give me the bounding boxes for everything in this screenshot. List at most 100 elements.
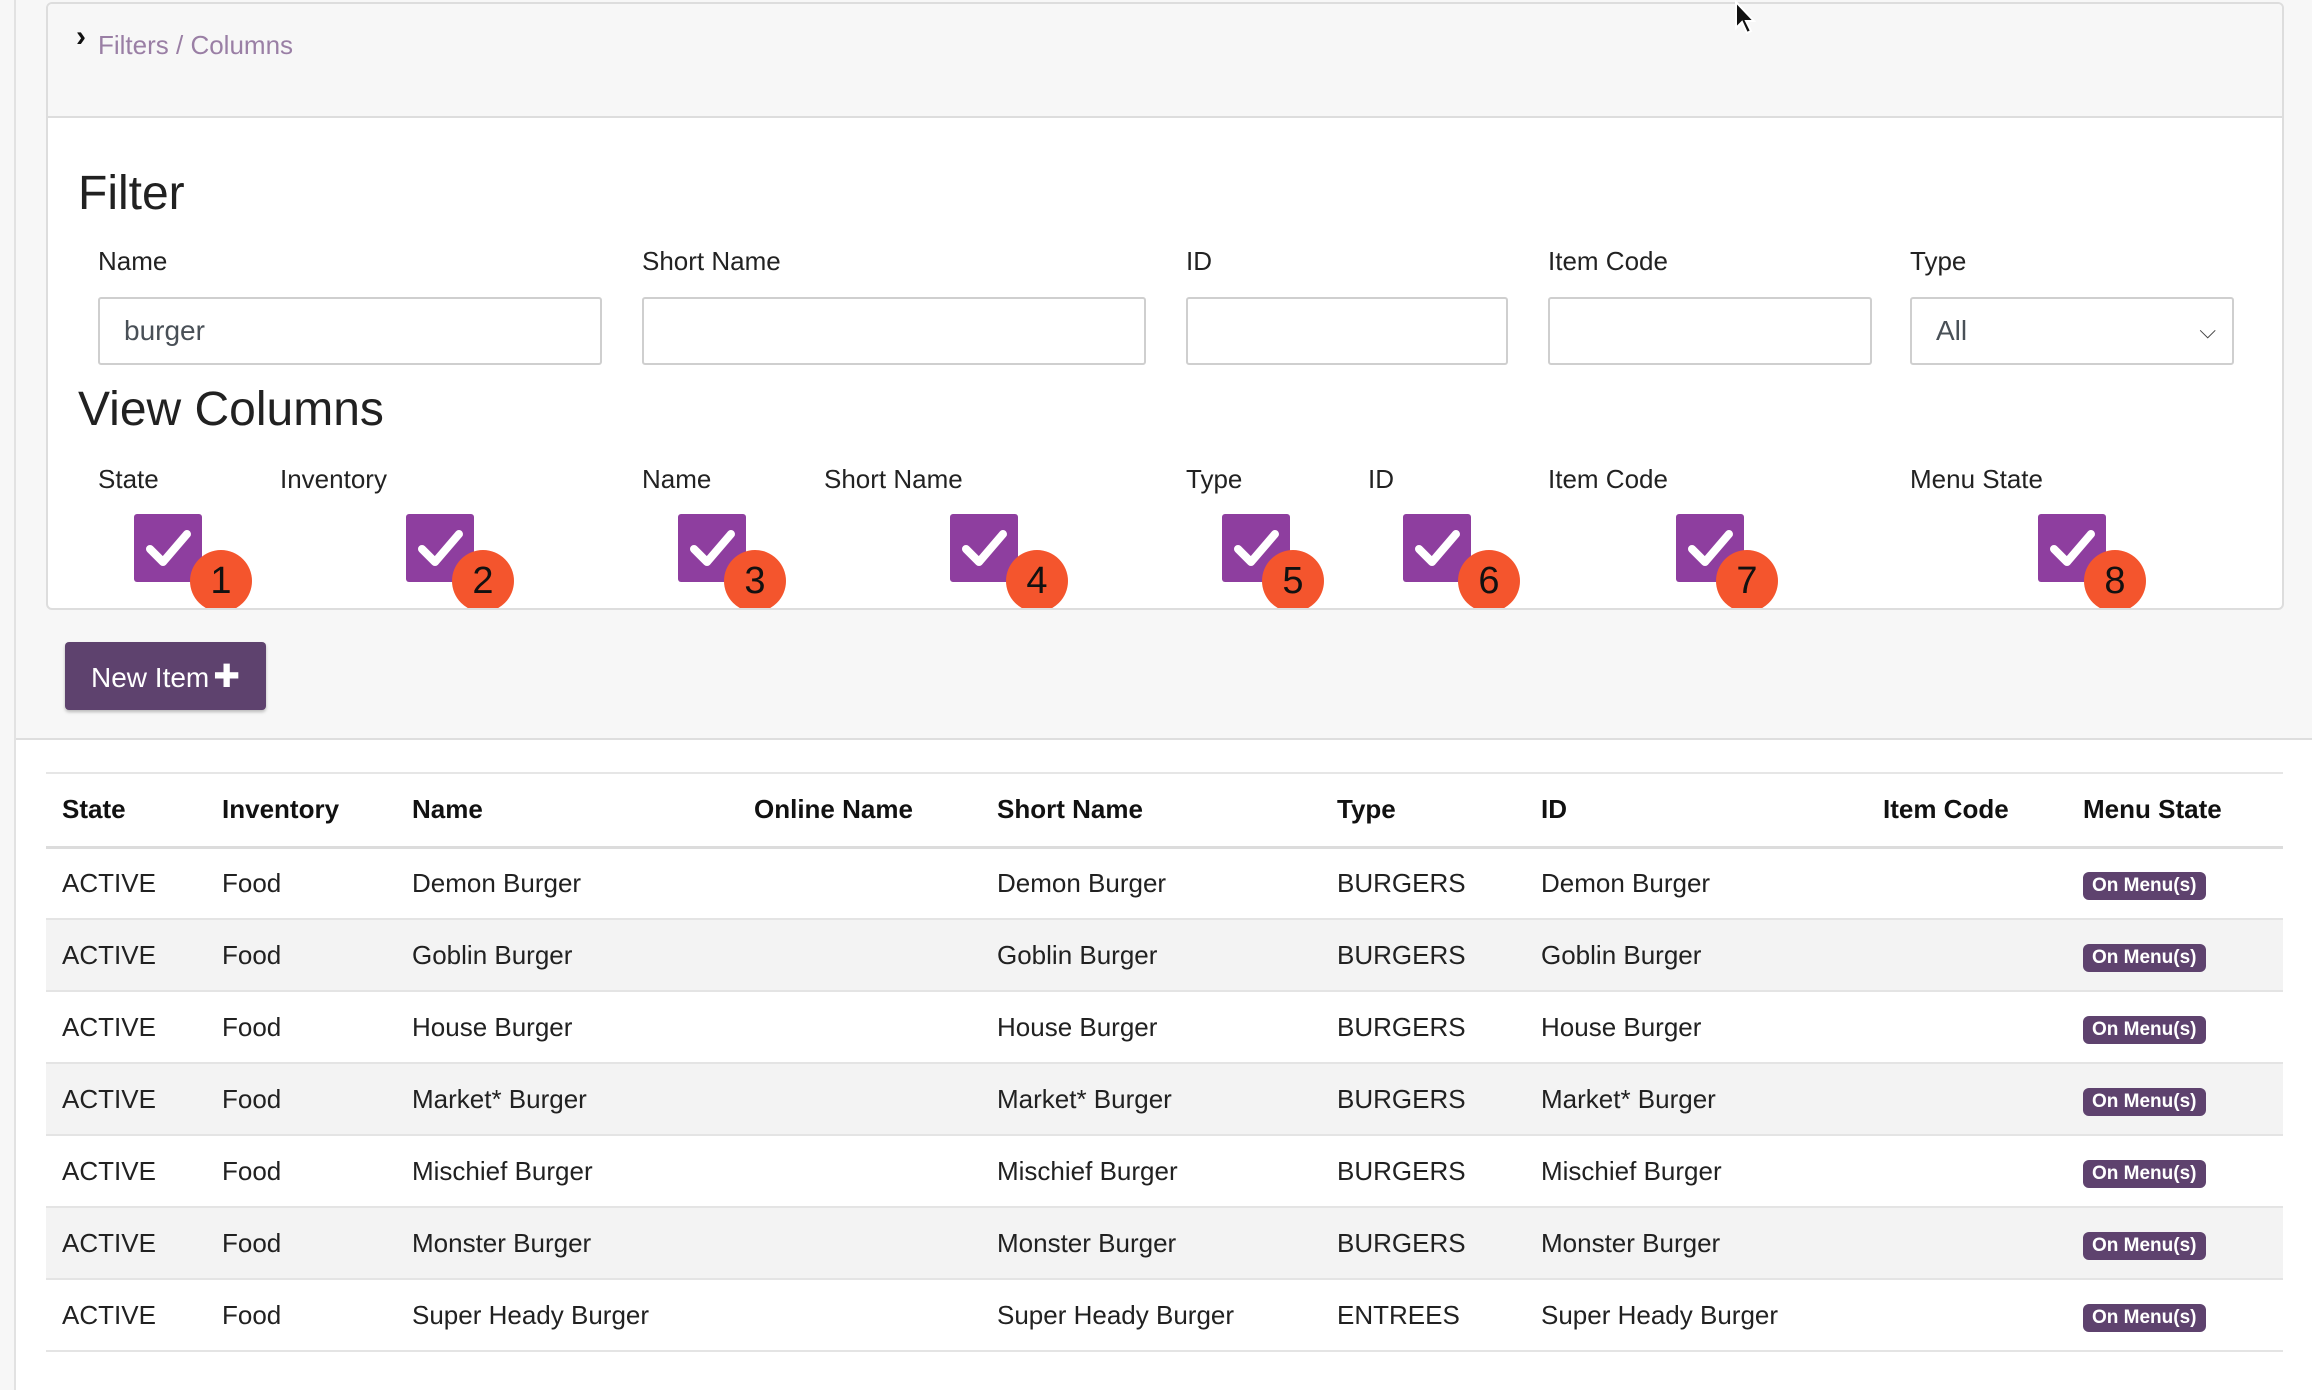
short-name-filter-label: Short Name — [642, 246, 781, 276]
filters-card-header[interactable]: › Filters / Columns — [48, 4, 2282, 118]
cell-id: Market* Burger — [1541, 1083, 1716, 1114]
menu-state-badge: On Menu(s) — [2083, 1087, 2206, 1116]
column-toggle-label-state: State — [98, 464, 159, 494]
cell-menu-state: On Menu(s) — [2067, 991, 2283, 1063]
column-toggle-label-inventory: Inventory — [280, 464, 387, 494]
cell-state: ACTIVE — [62, 867, 156, 898]
checkmark-icon — [1415, 530, 1460, 566]
table-row[interactable]: ACTIVE Food House Burger House Burger BU… — [46, 991, 2283, 1063]
cell-id: Demon Burger — [1541, 867, 1711, 898]
cell-name[interactable]: Monster Burger — [412, 1227, 592, 1258]
column-header-id[interactable]: ID — [1541, 794, 1567, 825]
cell-item-code — [1867, 1207, 2067, 1279]
cell-id: Mischief Burger — [1541, 1155, 1722, 1186]
table-row[interactable]: ACTIVE Food Demon Burger Demon Burger BU… — [46, 847, 2283, 919]
cell-short-name: Market* Burger — [997, 1083, 1172, 1114]
column-toggle-label-id: ID — [1368, 464, 1394, 494]
cell-online-name — [738, 991, 981, 1063]
cell-short-name: Goblin Burger — [997, 939, 1158, 970]
cell-name[interactable]: House Burger — [412, 1011, 573, 1042]
column-header-short-name[interactable]: Short Name — [997, 794, 1143, 825]
mouse-cursor-icon — [1735, 0, 1757, 35]
checkmark-icon — [418, 530, 463, 566]
cell-name[interactable]: Super Heady Burger — [412, 1299, 650, 1330]
cell-short-name: Monster Burger — [997, 1227, 1177, 1258]
column-header-online-name[interactable]: Online Name — [754, 794, 913, 825]
item-code-filter-input[interactable] — [1548, 297, 1872, 365]
menu-state-badge: On Menu(s) — [2083, 1159, 2206, 1188]
new-item-label: New Item — [91, 662, 210, 693]
table-row[interactable]: ACTIVE Food Goblin Burger Goblin Burger … — [46, 919, 2283, 991]
items-table: State Inventory Name Online Name Short N… — [46, 772, 2283, 1352]
column-header-menu-state[interactable]: Menu State — [2083, 794, 2222, 825]
cell-inventory: Food — [222, 1227, 282, 1258]
name-filter-input[interactable]: burger — [98, 297, 602, 365]
cell-name[interactable]: Demon Burger — [412, 867, 582, 898]
column-header-state[interactable]: State — [62, 794, 126, 825]
cell-type: BURGERS — [1337, 1155, 1466, 1186]
short-name-filter-input[interactable] — [642, 297, 1146, 365]
cell-menu-state: On Menu(s) — [2067, 1135, 2283, 1207]
checkmark-icon — [1688, 530, 1733, 566]
cell-online-name — [738, 847, 981, 919]
cell-short-name: Demon Burger — [997, 867, 1167, 898]
cell-inventory: Food — [222, 1299, 282, 1330]
column-header-type[interactable]: Type — [1337, 794, 1396, 825]
type-filter-select[interactable]: All ⌵ — [1910, 297, 2234, 365]
section-divider — [16, 738, 2312, 740]
table-row[interactable]: ACTIVE Food Mischief Burger Mischief Bur… — [46, 1135, 2283, 1207]
table-row[interactable]: ACTIVE Food Super Heady Burger Super Hea… — [46, 1279, 2283, 1351]
menu-state-badge: On Menu(s) — [2083, 1303, 2206, 1332]
cell-online-name — [738, 919, 981, 991]
cell-state: ACTIVE — [62, 939, 156, 970]
cell-online-name — [738, 1279, 981, 1351]
cell-item-code — [1867, 991, 2067, 1063]
cell-type: BURGERS — [1337, 867, 1466, 898]
column-header-inventory[interactable]: Inventory — [222, 794, 340, 825]
cell-item-code — [1867, 1063, 2067, 1135]
menu-state-badge: On Menu(s) — [2083, 871, 2206, 900]
column-toggle-label-short-name: Short Name — [824, 464, 963, 494]
table-row[interactable]: ACTIVE Food Market* Burger Market* Burge… — [46, 1063, 2283, 1135]
cell-online-name — [738, 1207, 981, 1279]
column-checkbox-short-name[interactable] — [950, 514, 1018, 582]
checkmark-icon — [1234, 530, 1279, 566]
cell-type: BURGERS — [1337, 1083, 1466, 1114]
item-code-filter-label: Item Code — [1548, 246, 1668, 276]
cell-id: House Burger — [1541, 1011, 1702, 1042]
chevron-right-icon[interactable]: › — [76, 20, 86, 53]
cell-type: BURGERS — [1337, 1227, 1466, 1258]
cell-inventory: Food — [222, 939, 282, 970]
cell-type: BURGERS — [1337, 1011, 1466, 1042]
annotation-marker: 7 — [1716, 550, 1778, 608]
annotation-marker: 5 — [1262, 550, 1324, 608]
cell-name[interactable]: Market* Burger — [412, 1083, 587, 1114]
cell-name[interactable]: Mischief Burger — [412, 1155, 593, 1186]
cell-state: ACTIVE — [62, 1083, 156, 1114]
table-row[interactable]: ACTIVE Food Monster Burger Monster Burge… — [46, 1207, 2283, 1279]
cell-short-name: House Burger — [997, 1011, 1158, 1042]
new-item-button[interactable]: New Item ✚ — [65, 642, 266, 710]
chevron-down-icon: ⌵ — [2199, 318, 2216, 343]
id-filter-input[interactable] — [1186, 297, 1508, 365]
column-header-item-code[interactable]: Item Code — [1883, 794, 2009, 825]
cell-id: Super Heady Burger — [1541, 1299, 1779, 1330]
view-columns-title: View Columns — [78, 383, 384, 436]
cell-name[interactable]: Goblin Burger — [412, 939, 573, 970]
cell-inventory: Food — [222, 1155, 282, 1186]
cell-item-code — [1867, 847, 2067, 919]
type-filter-label: Type — [1910, 246, 1967, 276]
cell-state: ACTIVE — [62, 1155, 156, 1186]
cell-inventory: Food — [222, 1011, 282, 1042]
type-select-value: All — [1936, 315, 1968, 346]
checkmark-icon — [962, 530, 1007, 566]
cell-id: Monster Burger — [1541, 1227, 1721, 1258]
annotation-marker: 6 — [1458, 550, 1520, 608]
breadcrumb[interactable]: Filters / Columns — [98, 30, 294, 60]
cell-short-name: Mischief Burger — [997, 1155, 1178, 1186]
name-filter-label: Name — [98, 246, 168, 276]
column-header-name[interactable]: Name — [412, 794, 483, 825]
cell-state: ACTIVE — [62, 1011, 156, 1042]
cell-item-code — [1867, 1135, 2067, 1207]
cell-menu-state: On Menu(s) — [2067, 1279, 2283, 1351]
